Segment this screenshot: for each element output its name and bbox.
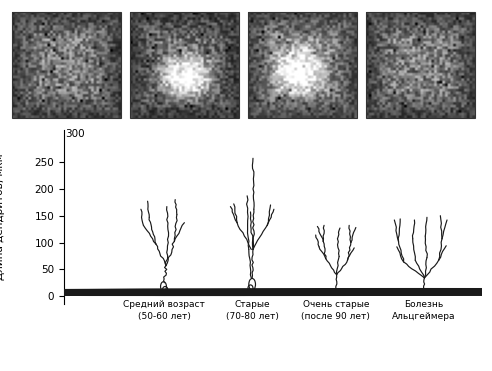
Bar [130, 12, 239, 118]
Text: Старые
(70-80 лет): Старые (70-80 лет) [226, 301, 278, 321]
Text: 300: 300 [65, 129, 85, 139]
Text: Очень старые
(после 90 лет): Очень старые (после 90 лет) [302, 301, 370, 321]
Text: Средний возраст
(50-60 лет): Средний возраст (50-60 лет) [123, 301, 205, 321]
Bar [248, 12, 357, 118]
Y-axis label: Длина дендритов, мкм: Длина дендритов, мкм [0, 154, 5, 280]
Circle shape [0, 289, 492, 295]
Bar [12, 12, 121, 118]
Circle shape [0, 289, 492, 295]
Text: Болезнь
Альцгеймера: Болезнь Альцгеймера [392, 301, 456, 321]
Bar [367, 12, 475, 118]
Circle shape [0, 290, 492, 295]
Circle shape [0, 290, 492, 295]
